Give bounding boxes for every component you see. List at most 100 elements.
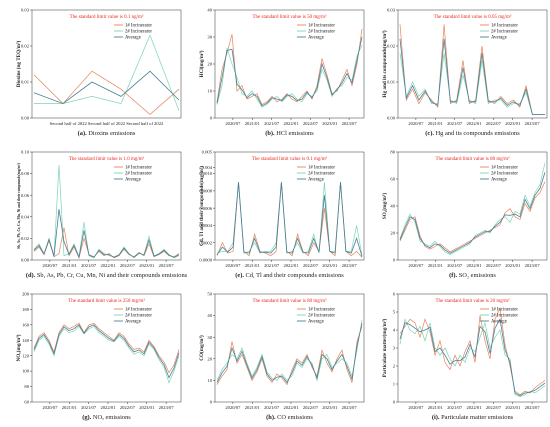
caption-letter: (h). <box>266 414 277 421</box>
x-tick-label: 2023/07 <box>342 121 358 126</box>
x-tick-label: 2021/07 <box>447 263 463 268</box>
series-line-2 <box>216 319 363 382</box>
y-tick-label: 0.02 <box>21 44 30 49</box>
y-axis-label: Cd, Tl and their compounds(mg/m³) <box>198 166 205 246</box>
limit-note: The standard limit value is 80 mg/m³ <box>436 156 510 162</box>
y-tick-label: 0.0000 <box>199 258 212 263</box>
panel-d: 0.00 0.02 0.04 0.06 0.08 0.10 Sb, As, Pb, Cr, … <box>17 150 188 279</box>
series-line-2 <box>399 53 545 115</box>
legend-label: 1# Incinerator <box>125 166 152 171</box>
panel-b: 0 10 20 30 40 HCl(mg/m³) 2020/07 2021/01 2021/07… <box>198 8 365 137</box>
x-tick-label: 2023/01 <box>322 405 338 410</box>
y-axis-label: Sb, As, Pb, Cr, Cu, Mn, Ni and their com… <box>17 162 21 249</box>
series-line-2 <box>33 164 180 259</box>
series-line-2 <box>216 44 363 108</box>
y-tick-label: 0.02 <box>387 44 396 49</box>
y-tick-label: 0.004 <box>202 165 213 170</box>
legend-label: 2# Incinerator <box>491 172 518 177</box>
x-tick-label: 2023/07 <box>525 263 541 268</box>
x-tick-label: 2021/07 <box>447 121 463 126</box>
x-tick-label: 2023/01 <box>322 121 338 126</box>
panel-caption: (g). NOₓ emissions <box>82 414 131 421</box>
caption-text: Cd, Tl and their compounds emissions <box>246 272 345 279</box>
x-tick-label: 2022/01 <box>283 405 299 410</box>
x-tick-label: 2022/07 <box>486 405 502 410</box>
limit-note: The standard limit value is 80 mg/m³ <box>253 298 327 304</box>
series-line-3 <box>216 182 363 257</box>
y-tick-label: 1 <box>393 382 396 387</box>
caption-letter: (g). <box>82 414 93 421</box>
y-tick-label: 40 <box>207 313 212 318</box>
legend-label: 1# Incinerator <box>491 166 518 171</box>
y-tick-label: 0.0008 <box>199 188 212 193</box>
x-tick-label: 2023/07 <box>525 121 541 126</box>
x-tick-label: 2020/07 <box>408 121 424 126</box>
legend-label: 1# Incinerator <box>491 308 518 313</box>
caption-text: HCl emissions <box>276 130 314 137</box>
legend-label: Average <box>125 36 141 41</box>
series-line-3 <box>399 317 546 397</box>
series-line-3 <box>33 70 180 105</box>
y-tick-label: 40 <box>390 204 395 209</box>
panel-caption: (f). SO₂ emissions <box>449 272 496 279</box>
x-tick-label: 2023/01 <box>139 405 155 410</box>
y-tick-label: 160 <box>22 322 30 327</box>
legend-label: Average <box>125 320 141 325</box>
x-tick-label: 2021/07 <box>264 405 280 410</box>
panel-caption: (e). Cd, Tl and their compounds emission… <box>235 272 344 279</box>
legend-label: 2# Incinerator <box>308 314 335 319</box>
plot-frame <box>31 9 182 119</box>
caption-letter: (i). <box>432 414 441 421</box>
caption-letter: (a). <box>78 130 89 137</box>
y-tick-label: 80 <box>24 384 29 389</box>
x-tick-label: 2021/01 <box>62 405 78 410</box>
x-tick-label: 2022/07 <box>303 121 319 126</box>
panel-caption: (a). Dioxins emissions <box>78 130 136 137</box>
x-tick-label: 2023/01 <box>139 263 155 268</box>
x-tick-label: 2021/07 <box>264 121 280 126</box>
caption-letter: (c). <box>425 130 435 137</box>
series-line-1 <box>33 70 180 115</box>
x-tick-label: 2023/07 <box>342 263 358 268</box>
series-line-2 <box>34 34 180 111</box>
y-tick-label: 4 <box>393 328 396 333</box>
y-tick-label: 0.0010 <box>199 171 212 176</box>
y-tick-label: 0.0006 <box>199 206 212 211</box>
x-tick-label: 2022/01 <box>283 121 299 126</box>
x-tick-label: 2023/01 <box>505 263 521 268</box>
y-tick-label: 0.01 <box>21 80 30 85</box>
y-tick-label: 3 <box>393 346 396 351</box>
x-tick-label: 2021/01 <box>428 263 444 268</box>
x-tick-label: 2023/01 <box>322 263 338 268</box>
plot-frame <box>397 151 548 261</box>
series-line-3 <box>399 172 546 254</box>
y-tick-label: 0.02 <box>21 236 30 241</box>
y-tick-label: 100 <box>22 369 30 374</box>
x-tick-label: 2021/01 <box>245 121 261 126</box>
panel-caption: (h). CO emissions <box>266 414 313 421</box>
legend-label: 1# Incinerator <box>491 24 518 29</box>
panel-e: 0.00000.00020.00040.00060.00080.00100.00… <box>198 150 365 279</box>
y-axis-label: Dioxins (ng TEQ/m³) <box>15 41 22 88</box>
y-tick-label: 0.0002 <box>199 240 212 245</box>
caption-text: Hg and its compounds emissions <box>436 130 521 137</box>
legend-label: 2# Incinerator <box>491 30 518 35</box>
x-tick-label: 2022/07 <box>303 405 319 410</box>
plot-frame <box>397 293 548 403</box>
legend-label: 2# Incinerator <box>125 30 152 35</box>
legend-label: Average <box>491 320 507 325</box>
x-tick-label: 2021/07 <box>81 263 97 268</box>
x-tick-label: 2021/01 <box>62 263 78 268</box>
x-tick-label: 2020/07 <box>225 263 241 268</box>
legend-label: 1# Incinerator <box>308 24 335 29</box>
y-tick-label: 0 <box>393 258 396 263</box>
x-tick-label: 2023/07 <box>525 405 541 410</box>
x-tick-label: 2021/01 <box>245 405 261 410</box>
legend-label: 2# Incinerator <box>308 30 335 35</box>
panel-caption: (c). Hg and its compounds emissions <box>425 130 520 137</box>
x-tick-label: 2020/07 <box>225 121 241 126</box>
plot-frame <box>214 9 365 119</box>
legend-label: Average <box>491 178 507 183</box>
caption-letter: (b). <box>265 130 276 137</box>
x-tick-label: 2021/07 <box>81 405 97 410</box>
